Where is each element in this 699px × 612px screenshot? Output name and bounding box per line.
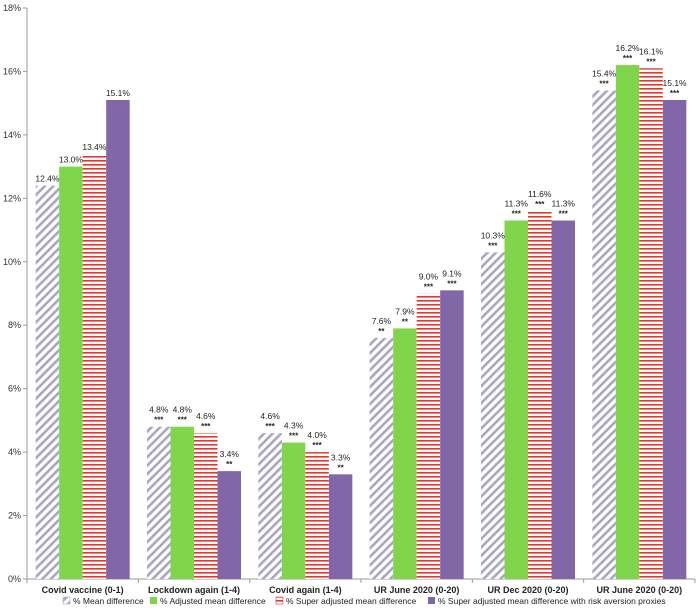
data-label: 9.1%	[442, 268, 462, 278]
y-tick-label: 8%	[8, 320, 21, 330]
data-label: 7.9%	[395, 306, 415, 316]
legend-swatch	[275, 596, 284, 605]
x-category-label: Covid again (1-4)	[269, 585, 342, 595]
significance-label: ***	[599, 79, 609, 88]
y-tick-label: 0%	[8, 574, 21, 584]
significance-label: **	[402, 317, 409, 326]
data-label: 16.1%	[639, 46, 664, 56]
significance-label: ***	[312, 441, 322, 450]
bar	[528, 211, 552, 579]
significance-label: ***	[424, 283, 434, 292]
bar	[551, 220, 575, 580]
legend-label: % Adjusted mean difference	[160, 596, 266, 606]
significance-label: **	[337, 463, 344, 472]
significance-label: ***	[289, 432, 299, 441]
data-label: 12.4%	[35, 174, 60, 184]
data-label: 11.3%	[505, 199, 529, 209]
data-labels: 12.4%13.0%13.4%15.1%4.8%***4.8%*** 4.6%**…	[35, 43, 687, 472]
significance-label: ***	[488, 241, 498, 250]
bar	[170, 426, 194, 579]
x-category-label: UR June 2020 (0-20)	[374, 585, 460, 595]
legend-swatch	[428, 597, 435, 604]
significance-label: ***	[559, 210, 569, 219]
significance-label: ***	[265, 422, 275, 431]
data-label: 4.0%	[307, 430, 327, 440]
significance-label: ***	[535, 200, 545, 209]
data-label: 3.3%	[331, 452, 351, 462]
bar	[217, 471, 241, 579]
data-label: 4.6%	[196, 411, 216, 421]
data-label: 4.3%	[284, 421, 304, 431]
bar	[258, 433, 282, 579]
bar	[82, 153, 107, 579]
significance-label: ***	[447, 279, 457, 288]
bar	[481, 252, 505, 579]
y-tick-label: 2%	[8, 511, 21, 521]
bar	[194, 433, 218, 579]
bars	[35, 65, 687, 580]
legend-label: % Mean difference	[73, 596, 144, 606]
data-label: 3.4%	[220, 449, 240, 459]
significance-label: ***	[201, 422, 211, 431]
legend: % Mean difference % Adjusted mean differe…	[62, 596, 666, 606]
bar	[147, 426, 171, 579]
significance-label: ***	[623, 54, 633, 63]
legend-swatch	[150, 597, 157, 604]
y-tick-label: 16%	[3, 66, 21, 76]
y-tick-label: 4%	[8, 447, 21, 457]
y-tick-label: 12%	[3, 193, 21, 203]
data-label: 4.8%	[173, 405, 193, 415]
bar	[639, 68, 663, 580]
legend-label: % Super adjusted mean difference with ri…	[438, 596, 666, 606]
bar	[59, 166, 83, 579]
bar	[592, 90, 616, 579]
data-label: 11.6%	[528, 189, 552, 199]
y-tick-label: 14%	[3, 130, 21, 140]
bar	[416, 293, 441, 579]
data-label: 4.6%	[260, 411, 280, 421]
x-axis: Covid vaccine (0-1) Lockdown again (1-4) C…	[26, 578, 696, 595]
significance-label: ***	[670, 89, 680, 98]
bar	[305, 452, 329, 579]
x-category-label: Covid vaccine (0-1)	[42, 585, 124, 595]
y-tick-label: 18%	[3, 3, 21, 13]
significance-label: ***	[178, 416, 188, 425]
data-label: 9.0%	[419, 272, 439, 282]
x-category-label: UR June 2020 (0-20)	[597, 585, 683, 595]
data-label: 13.4%	[82, 142, 107, 152]
data-label: 11.3%	[552, 199, 576, 209]
bar	[328, 474, 353, 579]
significance-label: ***	[646, 57, 656, 66]
bar	[615, 65, 640, 580]
bar	[106, 99, 130, 579]
bar	[440, 290, 464, 579]
data-label: 7.6%	[372, 316, 392, 326]
bar	[393, 328, 417, 579]
data-label: 16.2%	[616, 43, 641, 53]
significance-label: ***	[154, 416, 164, 425]
data-label: 10.3%	[481, 230, 506, 240]
y-tick-label: 6%	[8, 384, 21, 394]
data-label: 4.8%	[149, 405, 169, 415]
bar	[281, 442, 306, 579]
bar	[369, 337, 394, 579]
x-category-label: UR Dec 2020 (0-20)	[487, 585, 568, 595]
significance-label: ***	[512, 210, 522, 219]
bar	[662, 99, 687, 579]
y-tick-label: 10%	[3, 257, 21, 267]
significance-label: **	[226, 460, 233, 469]
data-label: 15.4%	[592, 68, 617, 78]
bar	[504, 220, 528, 580]
data-label: 15.1%	[663, 78, 688, 88]
data-label: 15.1%	[106, 88, 131, 98]
data-label: 13.0%	[59, 155, 84, 165]
significance-label: **	[378, 327, 385, 336]
legend-label: % Super adjusted mean difference	[286, 596, 417, 606]
legend-swatch	[62, 596, 71, 605]
y-axis: 0% 2% 4% 6% 8% 10% 12% 14% 16% 18%	[3, 3, 28, 584]
bar	[35, 185, 60, 579]
x-category-label: Lockdown again (1-4)	[148, 585, 240, 595]
